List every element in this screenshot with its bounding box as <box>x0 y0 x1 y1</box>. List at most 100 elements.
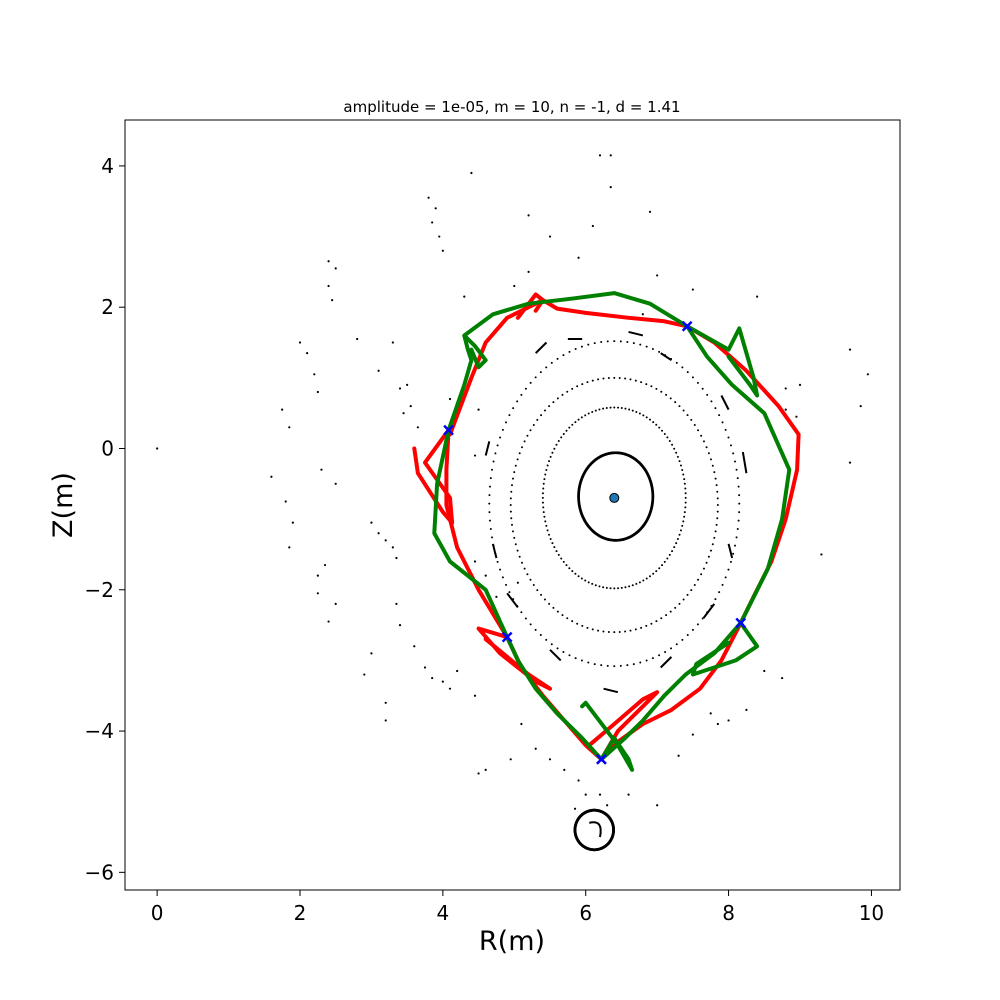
flux-surface-point <box>545 638 548 641</box>
poincare-point <box>448 687 452 690</box>
flux-surface-point <box>494 452 497 455</box>
flux-surface-point <box>682 473 685 476</box>
flux-surface-point <box>501 428 504 431</box>
poincare-point <box>391 341 394 344</box>
flux-surface-point <box>581 383 584 386</box>
flux-surface-point <box>701 617 704 620</box>
poincare-point <box>416 426 419 429</box>
flux-surface-point <box>544 473 547 476</box>
island-chain-streak <box>628 330 644 337</box>
y-tick-label: −2 <box>85 578 114 602</box>
flux-surface-point <box>619 340 622 343</box>
flux-surface-point <box>660 390 663 393</box>
island-chain-streak <box>702 603 716 619</box>
flux-surface-point <box>544 520 547 523</box>
flux-surface-point <box>686 371 689 374</box>
flux-surface-point <box>676 537 679 540</box>
flux-surface-point <box>705 446 708 449</box>
flux-surface-point <box>686 634 689 637</box>
flux-surface-point <box>508 591 511 594</box>
flux-surface-point <box>655 620 658 623</box>
flux-surface-point <box>541 496 544 499</box>
poincare-point <box>370 521 373 524</box>
island-chain-streak <box>603 687 619 694</box>
poincare-point <box>598 154 602 157</box>
flux-surface-point <box>587 412 590 415</box>
flux-surface-point <box>511 530 514 533</box>
flux-surface-point <box>624 630 627 633</box>
poincare-point <box>473 694 477 697</box>
flux-surface-point <box>536 589 539 592</box>
poincare-point <box>384 719 387 722</box>
flux-surface-point <box>716 517 719 520</box>
poincare-point <box>609 186 612 189</box>
flux-surface-point <box>602 586 605 589</box>
flux-surface-point <box>658 426 661 429</box>
flux-surface-point <box>678 405 681 408</box>
flux-surface-point <box>524 387 527 390</box>
flux-surface-point <box>734 544 737 547</box>
flux-surface-point <box>619 664 622 667</box>
flux-surface-point <box>713 471 716 474</box>
flux-surface-point <box>568 350 571 353</box>
flux-surface-point <box>562 432 565 435</box>
flux-surface-point <box>491 536 494 539</box>
flux-surface-point <box>513 471 516 474</box>
flux-surface-point <box>639 343 642 346</box>
flux-surface-point <box>734 460 737 463</box>
poincare-point <box>156 447 159 450</box>
flux-surface-point <box>697 578 700 581</box>
flux-surface-point <box>602 407 605 410</box>
flux-surface-point <box>620 586 623 589</box>
flux-surface-point <box>605 586 608 589</box>
y-axis-label: Z(m) <box>48 472 79 538</box>
flux-surface-point <box>684 501 687 504</box>
flux-surface-point <box>587 581 590 584</box>
flux-surface-point <box>523 567 526 570</box>
flux-surface-point <box>552 401 555 404</box>
flux-surface-point <box>545 524 548 527</box>
flux-surface-point <box>651 348 654 351</box>
flux-surface-point <box>556 397 559 400</box>
flux-surface-point <box>655 423 658 426</box>
poincare-point <box>463 295 466 298</box>
flux-surface-point <box>635 410 638 413</box>
y-tick-label: 0 <box>101 436 114 460</box>
flux-surface-point <box>675 451 678 454</box>
flux-surface-point <box>534 376 537 379</box>
flux-surface-point <box>729 444 732 447</box>
flux-surface-point <box>518 452 521 455</box>
poincare-point <box>427 196 430 199</box>
flux-surface-point <box>534 628 537 631</box>
flux-surface-point <box>628 408 631 411</box>
flux-surface-point <box>562 354 565 357</box>
flux-surface-point <box>529 578 532 581</box>
flux-surface-point <box>542 482 545 485</box>
flux-surface-point <box>678 533 681 536</box>
flux-surface-point <box>574 657 577 660</box>
flux-surface-point <box>702 440 705 443</box>
poincare-point <box>327 620 330 623</box>
poincare-point <box>591 224 594 228</box>
flux-surface-point <box>658 654 661 657</box>
flux-surface-point <box>555 443 558 446</box>
x-tick-label: 4 <box>436 901 449 925</box>
flux-surface-point <box>690 418 693 421</box>
flux-surface-point <box>670 647 673 650</box>
flux-surface-point <box>541 501 544 504</box>
poincare-point <box>377 369 380 372</box>
flux-surface-point <box>574 421 577 424</box>
flux-surface-point <box>629 378 632 381</box>
poincare-point <box>406 383 409 387</box>
flux-surface-point <box>669 397 672 400</box>
flux-surface-point <box>661 564 664 567</box>
flux-surface-point <box>550 643 553 646</box>
poincare-point <box>577 256 580 259</box>
green-manifold-curve <box>432 291 792 762</box>
green-manifold-lobe <box>685 324 760 398</box>
flux-surface-point <box>488 485 491 488</box>
flux-surface-point <box>609 587 612 590</box>
flux-surface-point <box>651 657 654 660</box>
flux-surface-point <box>691 376 694 379</box>
